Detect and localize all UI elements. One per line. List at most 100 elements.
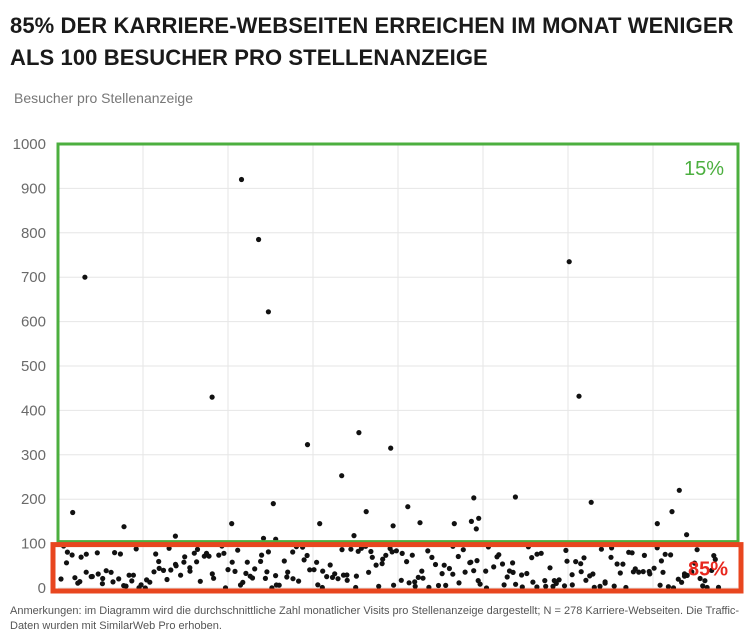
data-point [550,583,556,589]
data-point [697,575,703,582]
data-point [240,579,246,585]
data-point [296,578,302,584]
data-point [429,554,435,560]
data-point [471,495,477,501]
data-point [512,494,519,500]
data-point [369,554,375,560]
data-point [256,236,262,243]
region-below-100 [50,542,744,594]
data-point [583,577,589,583]
data-point [712,556,718,562]
data-point [129,578,135,584]
data-point [182,554,188,560]
data-point [692,560,698,566]
data-point [473,526,479,532]
data-point [684,532,690,538]
data-point [389,549,395,555]
data-point [83,569,89,575]
data-point [265,549,271,555]
data-point [156,565,162,571]
data-point [304,552,310,559]
data-point [133,546,139,552]
data-point [94,550,100,556]
data-point [689,569,695,575]
data-point [373,562,379,568]
data-point [172,533,178,539]
data-point [123,583,129,589]
data-point [566,259,572,265]
data-point [390,523,396,529]
data-point [617,570,623,576]
data-point [284,574,290,580]
data-point [238,176,245,183]
data-point [206,553,212,559]
data-point [172,561,179,567]
data-point [651,565,657,571]
data-point [339,473,345,479]
data-point [77,579,83,585]
data-point [432,561,439,568]
data-point [391,582,397,588]
data-point [709,567,715,573]
data-point [317,521,323,527]
data-point [474,558,480,564]
data-point [602,579,608,585]
threshold-regions: 15% 85% [50,142,744,594]
data-point [260,535,267,541]
data-point [335,576,341,582]
data-point [209,571,215,577]
data-point [620,561,626,567]
data-point [225,567,231,573]
y-tick-label: 300 [21,447,46,464]
data-point [58,576,64,582]
data-point [460,547,466,553]
y-axis-label: Besucher pro Stellenanzeige [14,90,194,106]
y-tick-label: 1000 [13,136,46,153]
data-point [588,499,594,505]
data-point [569,582,575,588]
data-point [95,571,101,577]
data-point [393,548,399,554]
data-point [441,562,447,568]
data-point [324,574,330,580]
data-point [608,554,614,560]
data-point [556,577,562,583]
data-point [524,570,530,577]
scatter-chart: 0 100 200 300 400 500 600 700 800 900 1000 15% 85% [13,136,744,597]
data-point [598,546,605,552]
data-point [332,571,338,577]
data-point [276,582,282,588]
data-point [307,567,313,573]
data-point [160,567,167,573]
data-point [363,509,369,515]
data-point [265,309,271,315]
data-point [290,549,296,555]
data-point [70,509,76,516]
data-point [530,579,536,585]
data-point [573,559,579,565]
data-point [491,564,497,570]
data-point [156,558,162,565]
data-point [229,559,235,565]
data-point [103,568,109,574]
data-point [64,549,70,555]
y-tick-label: 400 [21,402,46,419]
data-point [344,572,350,578]
y-tick-label: 700 [21,269,46,286]
data-point [187,565,193,571]
data-point [676,487,682,493]
data-point [553,580,559,586]
data-point [270,501,276,507]
data-point [405,504,411,510]
data-point [379,561,385,567]
data-point [665,584,672,590]
data-point [147,579,153,585]
data-point [702,578,708,584]
data-point [700,583,706,589]
data-point [380,556,386,562]
region-label-upper: 15% [684,158,724,180]
data-point [420,575,426,581]
data-point [499,561,506,567]
data-point [211,575,217,581]
data-point [561,583,568,589]
